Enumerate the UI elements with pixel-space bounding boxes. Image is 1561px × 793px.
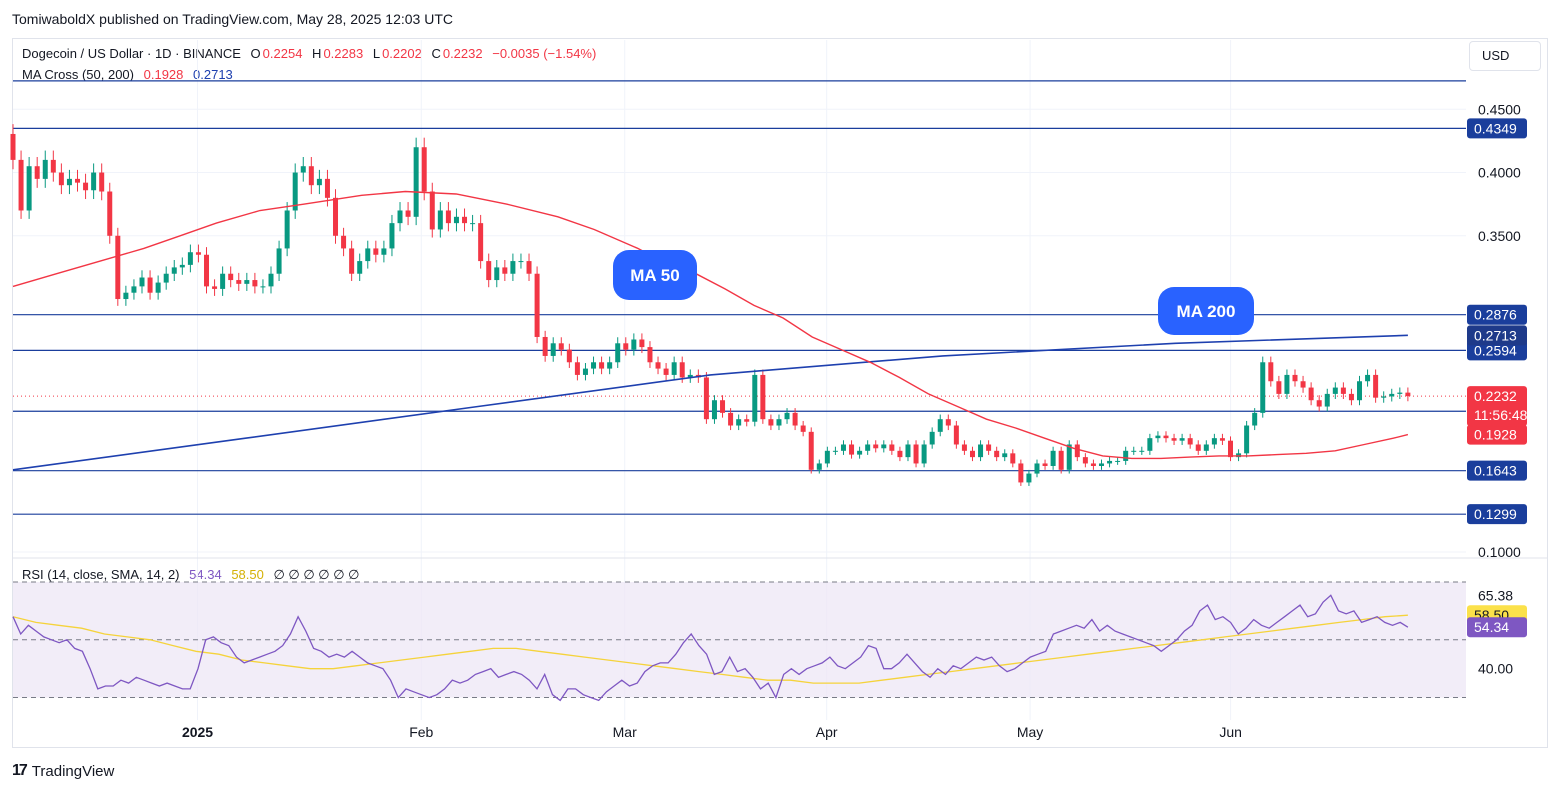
- tradingview-logo: 17: [12, 762, 28, 779]
- low-label: L: [372, 46, 381, 61]
- open-label: O: [250, 46, 261, 61]
- open-value: 0.2254: [262, 46, 303, 61]
- symbol-title[interactable]: Dogecoin / US Dollar · 1D · BINANCE: [22, 46, 241, 61]
- high-label: H: [312, 46, 322, 61]
- ma50-value: 0.1928: [143, 67, 184, 82]
- rsi-legend: RSI (14, close, SMA, 14, 2) 54.34 58.50 …: [22, 567, 360, 583]
- ma-cross-label[interactable]: MA Cross (50, 200): [22, 67, 134, 82]
- symbol-legend: Dogecoin / US Dollar · 1D · BINANCE O 0.2…: [22, 46, 596, 61]
- chart-frame[interactable]: [12, 38, 1548, 748]
- ma-legend: MA Cross (50, 200) 0.1928 0.2713: [22, 67, 233, 82]
- ma200-value: 0.2713: [193, 67, 233, 82]
- publisher-credit: TomiwaboldX published on TradingView.com…: [12, 11, 453, 27]
- footer-brand[interactable]: 17 TradingView: [12, 762, 114, 780]
- rsi-sma-value: 58.50: [231, 567, 264, 582]
- close-value: 0.2232: [442, 46, 483, 61]
- rsi-label[interactable]: RSI (14, close, SMA, 14, 2): [22, 567, 180, 582]
- rsi-value: 54.34: [189, 567, 222, 582]
- brand-name: TradingView: [31, 762, 115, 780]
- high-value: 0.2283: [323, 46, 364, 61]
- rsi-extra-values: ∅ ∅ ∅ ∅ ∅ ∅: [273, 567, 360, 582]
- close-label: C: [431, 46, 441, 61]
- change-value: −0.0035 (−1.54%): [492, 46, 597, 61]
- currency-button[interactable]: USD: [1469, 41, 1541, 71]
- low-value: 0.2202: [382, 46, 422, 61]
